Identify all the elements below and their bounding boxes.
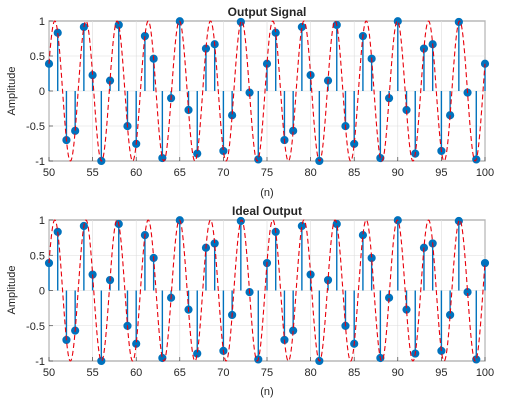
ideal-curve [48,20,486,162]
stem-marker [393,17,402,26]
y-tick-label: -0.5 [26,121,45,133]
x-tick-label: 65 [174,367,186,379]
plot-ideal-output: Ideal Output 50 55 60 65 70 75 80 85 90 95 100 1 0.5… [6,204,494,398]
x-tick-label: 100 [476,367,494,379]
y-tick-label: -0.5 [26,321,45,333]
y-tick-label: -1 [35,356,45,368]
y-tick-label: 1 [39,16,45,28]
y-axis-label: Amplitude [6,67,18,116]
y-tick-label: -1 [35,156,45,168]
plot-output-signal: Output Signal 50 55 60 65 70 75 80 85 90 95 100 1 0.… [6,5,494,199]
y-axis-label: Amplitude [6,266,18,315]
stem-marker [472,355,481,364]
plot-title: Ideal Output [232,204,302,218]
x-tick-label: 90 [392,367,404,379]
x-tick-label: 55 [86,367,98,379]
x-tick-label: 100 [476,167,494,179]
x-tick-label: 65 [174,167,186,179]
plot-title: Output Signal [228,5,307,19]
y-tick-label: 1 [39,215,45,227]
stem-marker [254,155,263,164]
x-tick-label: 75 [261,367,273,379]
x-tick-label: 70 [217,367,229,379]
stem-marker [480,258,490,268]
x-tick-label: 95 [435,367,447,379]
x-tick-label: 60 [130,367,142,379]
y-tick-label: 0 [39,86,45,98]
x-tick-label: 90 [392,167,404,179]
y-tick-label: 0.5 [30,250,45,262]
x-tick-label: 85 [348,167,360,179]
x-axis-label: (n) [260,386,273,398]
x-tick-label: 80 [304,367,316,379]
stem-marker [114,20,123,30]
x-tick-label: 70 [217,167,229,179]
y-tick-label: 0 [39,286,45,298]
x-axis-label: (n) [260,187,273,199]
x-tick-label: 85 [348,367,360,379]
x-tick-label: 75 [261,167,273,179]
x-tick-label: 80 [304,167,316,179]
x-tick-label: 50 [43,167,55,179]
x-tick-label: 95 [435,167,447,179]
x-tick-label: 55 [86,167,98,179]
x-tick-label: 50 [43,367,55,379]
stem-marker [332,219,341,229]
y-tick-label: 0.5 [30,51,45,63]
x-tick-label: 60 [130,167,142,179]
ideal-curve [48,219,486,362]
stem-marker [97,356,106,366]
